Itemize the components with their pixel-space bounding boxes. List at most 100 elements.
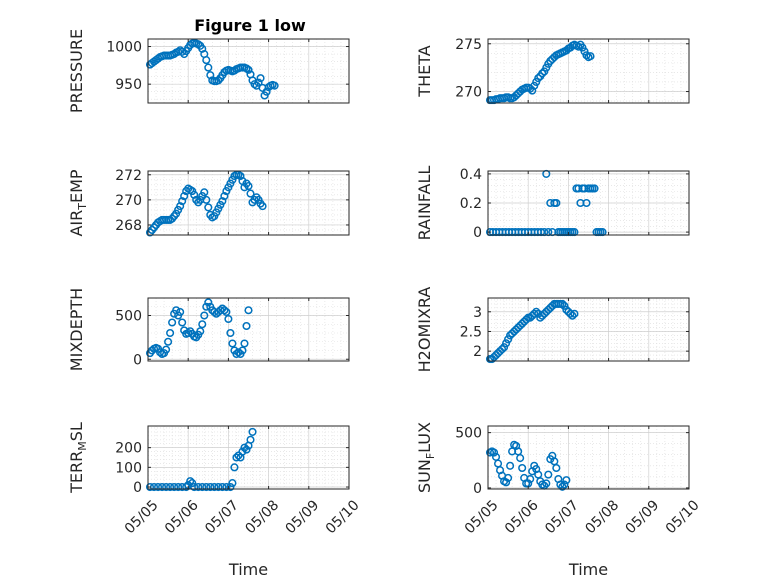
y-tick-label: 268 — [115, 218, 142, 234]
x-tick-label: 05/10 — [663, 497, 703, 537]
data-point — [502, 339, 511, 348]
data-point — [246, 189, 255, 198]
data-point — [174, 482, 183, 492]
data-point — [166, 328, 175, 338]
data-point — [558, 299, 567, 308]
data-point — [176, 202, 185, 211]
data-point — [190, 482, 199, 492]
data-point — [246, 435, 255, 444]
data-point — [202, 482, 211, 492]
y-axis-label: RAINFALL — [415, 166, 434, 241]
data-point — [226, 482, 235, 492]
data-point — [489, 448, 499, 457]
data-point — [176, 307, 185, 317]
subplot-7: 0 100 200 05/05 05/06 05/07 05/08 05/09 05/10 TER… — [67, 422, 363, 579]
data-point — [242, 321, 251, 331]
data-point — [218, 482, 227, 492]
data-point — [526, 475, 535, 484]
y-tick-label: 500 — [455, 426, 482, 442]
axes-box — [487, 425, 690, 490]
data-point — [504, 335, 513, 344]
y-tick-label: 500 — [115, 309, 142, 325]
y-tick-label: 0.4 — [460, 167, 482, 183]
data-point — [190, 190, 199, 199]
data-point — [180, 192, 189, 201]
data-point — [500, 343, 509, 352]
data-point — [244, 65, 253, 74]
data-point — [224, 314, 233, 324]
data-point — [270, 81, 279, 90]
data-point — [518, 463, 527, 473]
data-point — [154, 482, 163, 492]
data-point — [560, 480, 569, 489]
data-point — [198, 482, 207, 492]
data-point — [228, 479, 237, 488]
x-tick-label: 05/08 — [242, 497, 282, 537]
y-axis-label-subscript: M — [76, 441, 89, 451]
axes-box — [147, 38, 350, 104]
data-point — [502, 478, 511, 487]
data-point — [214, 76, 223, 85]
y-tick-label: 2.5 — [460, 324, 482, 340]
data-point — [240, 339, 249, 348]
data-point — [242, 445, 251, 454]
data-point — [204, 298, 213, 307]
data-point — [258, 202, 267, 211]
y-tick-label: 0 — [473, 481, 482, 497]
data-point — [506, 461, 515, 470]
data-point — [206, 482, 215, 492]
data-point — [145, 482, 155, 492]
data-point — [582, 198, 591, 208]
x-tick-label: 05/07 — [542, 497, 582, 537]
data-point — [556, 480, 565, 489]
data-point — [570, 309, 579, 318]
data-point — [240, 443, 249, 452]
subplot-1: 950 1000 PRESSURE — [67, 29, 350, 113]
data-point — [210, 482, 219, 492]
axes-box — [147, 170, 350, 236]
data-point — [248, 427, 257, 436]
y-axis-label-subscript: T — [76, 203, 89, 211]
data-point — [154, 54, 163, 63]
data-point — [194, 40, 203, 49]
data-point — [568, 311, 577, 320]
subplot-4: 0 0.2 0.4 RAINFALL — [415, 166, 690, 241]
x-tick-label: 05/07 — [202, 497, 242, 537]
data-point — [560, 301, 569, 310]
data-point — [162, 345, 171, 354]
data-point — [542, 479, 551, 488]
x-axis-label: Time — [568, 560, 608, 579]
data-point — [532, 307, 541, 316]
plot-area — [148, 426, 349, 489]
x-tick-label: 05/05 — [122, 497, 162, 537]
figure-title: Figure 1 low — [194, 16, 306, 35]
subplot-5: 0 500 MIXDEPTH — [67, 288, 350, 371]
y-axis-label-part: TERR — [67, 451, 86, 494]
y-axis-label: TERRMSL — [67, 422, 89, 494]
data-point — [218, 197, 227, 206]
data-point — [238, 346, 247, 355]
subplot-2: 270 275 THETA — [415, 37, 690, 105]
subplot-3: 268 270 272 AIRTEMP — [67, 168, 350, 237]
y-axis-label: PRESSURE — [67, 29, 86, 113]
axes-box — [487, 38, 690, 104]
data-point — [254, 78, 263, 87]
data-point — [516, 454, 525, 463]
y-tick-label: 0 — [473, 225, 482, 241]
data-point — [204, 63, 213, 72]
data-point — [158, 482, 167, 492]
data-point — [202, 56, 211, 65]
y-axis-label-part: EMP — [67, 169, 86, 203]
y-tick-label: 950 — [115, 77, 142, 93]
data-point — [590, 184, 599, 193]
y-tick-label: 0 — [133, 352, 142, 368]
axes-box — [147, 425, 350, 490]
y-axis-label-part: LUX — [415, 422, 434, 453]
data-point — [182, 482, 191, 492]
y-axis-label: THETA — [415, 45, 434, 97]
data-point — [250, 80, 259, 89]
data-point — [562, 476, 571, 485]
data-point — [522, 315, 531, 324]
data-point — [228, 339, 237, 348]
